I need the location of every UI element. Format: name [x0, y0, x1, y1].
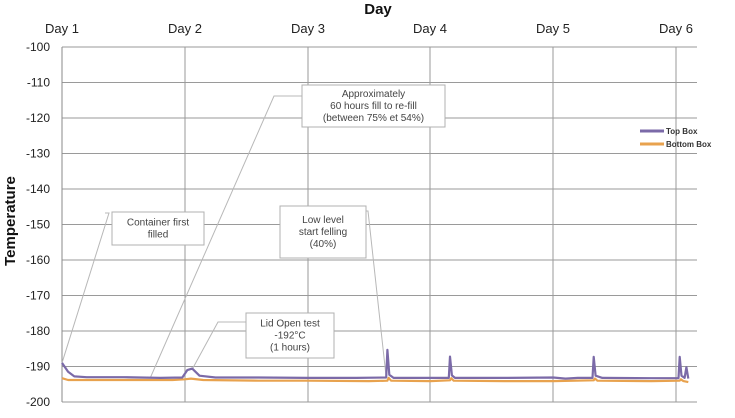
annotation-leader	[149, 95, 302, 378]
y-tick-label: -100	[26, 40, 50, 54]
annotation-box	[245, 312, 335, 359]
x-tick-label: Day 4	[413, 21, 447, 36]
annotation-text: -192°C	[274, 331, 305, 342]
annotation-text: Approximately	[342, 89, 405, 100]
y-tick-label: -140	[26, 182, 50, 196]
y-tick-label: -180	[26, 324, 50, 338]
y-tick-label: -190	[26, 360, 50, 374]
x-tick-label: Day 6	[659, 21, 693, 36]
annotation-lid-open-test: Lid Open test-192°C(1 hours)	[245, 312, 335, 359]
series-line	[61, 348, 690, 380]
y-tick-label: -120	[26, 111, 50, 125]
x-tick-label: Day 3	[291, 21, 325, 36]
x-tick-label: Day 1	[45, 21, 79, 36]
y-tick-label: -170	[26, 289, 50, 303]
annotation-text: (between 75% et 54%)	[323, 113, 424, 124]
y-tick-label: -130	[26, 147, 50, 161]
annotation-leaders	[61, 95, 387, 378]
y-tick-labels: -100 -110 -120 -130 -140 -150 -160 -170 -180 -190…	[26, 40, 50, 409]
x-tick-label: Day 2	[168, 21, 202, 36]
series-line	[61, 376, 689, 384]
x-tick-label: Day 5	[536, 21, 570, 36]
x-tick-labels: Day 1 Day 2 Day 3 Day 4 Day 5 Day 6	[45, 21, 693, 36]
annotation-box	[301, 84, 446, 128]
legend-label: Top Box	[666, 127, 698, 136]
annotation-box	[279, 205, 367, 259]
x-axis-title: Day	[364, 1, 392, 18]
annotation-text: 60 hours fill to re-fill	[330, 101, 417, 112]
y-tick-label: -110	[27, 76, 50, 90]
annotation-text: filled	[148, 230, 169, 241]
series-lines	[61, 348, 690, 384]
annotation-text: start felling	[299, 227, 347, 238]
annotation-text: Container first	[127, 218, 189, 229]
annotation-text: Low level	[302, 215, 344, 226]
annotation-text: (40%)	[310, 239, 337, 250]
y-tick-label: -150	[26, 218, 50, 232]
annotation-box	[111, 211, 205, 246]
annotation-text: Lid Open test	[260, 319, 320, 330]
y-tick-label: -200	[26, 395, 50, 409]
annotation-leader	[191, 321, 246, 370]
y-tick-label: -160	[26, 253, 50, 267]
annotation-text: (1 hours)	[270, 343, 310, 354]
annotation-leader	[364, 210, 387, 378]
y-axis-title: Temperature	[2, 176, 19, 266]
legend: Top Box Bottom Box	[640, 127, 712, 149]
annotation-leader	[61, 212, 110, 364]
legend-label: Bottom Box	[666, 140, 712, 149]
